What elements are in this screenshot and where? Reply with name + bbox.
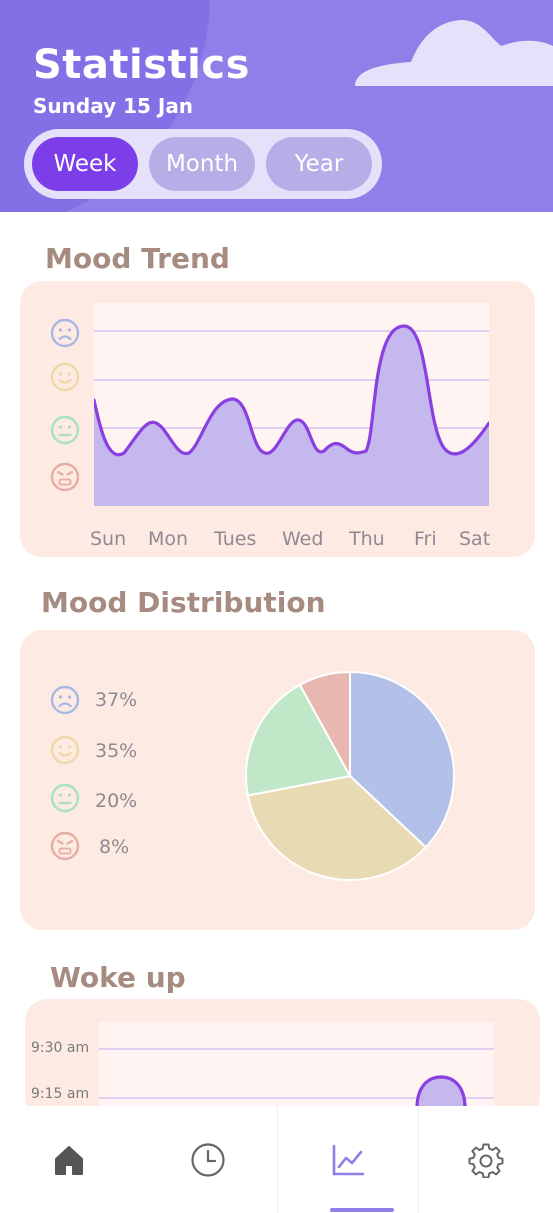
day-label-wed: Wed bbox=[282, 528, 324, 550]
day-label-sun: Sun bbox=[90, 528, 127, 550]
nav-history[interactable] bbox=[138, 1106, 278, 1213]
settings-icon bbox=[468, 1143, 503, 1178]
woke-up-line bbox=[415, 1075, 467, 1108]
happy-face-icon bbox=[50, 735, 80, 765]
happy-face-icon bbox=[50, 362, 80, 392]
pie-slice-angry bbox=[298, 670, 351, 777]
day-label-fri: Fri bbox=[414, 528, 437, 550]
sad-face-icon bbox=[50, 318, 80, 348]
pie-slice-sad bbox=[349, 670, 455, 849]
pie-slice-neutral bbox=[245, 683, 352, 797]
tab-week[interactable]: Week bbox=[32, 137, 138, 191]
angry-face-icon bbox=[50, 831, 80, 861]
woke-up-area bbox=[417, 1077, 465, 1108]
bottom-navigation bbox=[0, 1106, 553, 1213]
percent-sad: 37% bbox=[95, 689, 138, 711]
tab-month[interactable]: Month bbox=[149, 137, 255, 191]
percent-angry: 8% bbox=[99, 836, 130, 858]
mood-trend-title: Mood Trend bbox=[45, 242, 230, 275]
wake-time-label: 9:15 am bbox=[31, 1086, 90, 1102]
cloud-decoration bbox=[355, 20, 553, 86]
sad-face-icon bbox=[50, 685, 80, 715]
neutral-face-icon bbox=[50, 783, 80, 813]
percent-happy: 35% bbox=[95, 740, 138, 762]
neutral-face-icon bbox=[50, 415, 80, 445]
woke-up-chart bbox=[99, 1022, 494, 1108]
mood-distribution-title: Mood Distribution bbox=[41, 586, 326, 619]
nav-active-indicator bbox=[330, 1208, 394, 1212]
nav-divider bbox=[418, 1106, 419, 1213]
mood-trend-area bbox=[94, 326, 489, 506]
mood-distribution-pie bbox=[245, 670, 455, 881]
nav-divider bbox=[277, 1106, 278, 1213]
nav-statistics[interactable] bbox=[278, 1106, 418, 1213]
wake-time-label: 9:30 am bbox=[31, 1040, 90, 1056]
pie-slice-happy bbox=[246, 774, 428, 881]
nav-home[interactable] bbox=[0, 1106, 138, 1213]
period-selector: Week Month Year bbox=[24, 129, 382, 199]
day-label-tues: Tues bbox=[214, 528, 257, 550]
woke-up-title: Woke up bbox=[50, 961, 186, 994]
tab-year[interactable]: Year bbox=[266, 137, 372, 191]
page-title: Statistics bbox=[33, 42, 250, 88]
mood-trend-chart bbox=[94, 303, 489, 506]
day-label-mon: Mon bbox=[148, 528, 189, 550]
day-label-thu: Thu bbox=[349, 528, 385, 550]
angry-face-icon bbox=[50, 462, 80, 492]
header: Statistics Sunday 15 Jan Week Month Year bbox=[0, 0, 553, 212]
day-label-sat: Sat bbox=[459, 528, 491, 550]
home-icon bbox=[55, 1145, 83, 1175]
date-label: Sunday 15 Jan bbox=[33, 94, 194, 118]
mood-trend-line bbox=[94, 324, 489, 457]
nav-settings[interactable] bbox=[418, 1106, 553, 1213]
clock-icon bbox=[191, 1142, 225, 1177]
percent-neutral: 20% bbox=[95, 790, 138, 812]
chart-icon bbox=[332, 1144, 365, 1175]
